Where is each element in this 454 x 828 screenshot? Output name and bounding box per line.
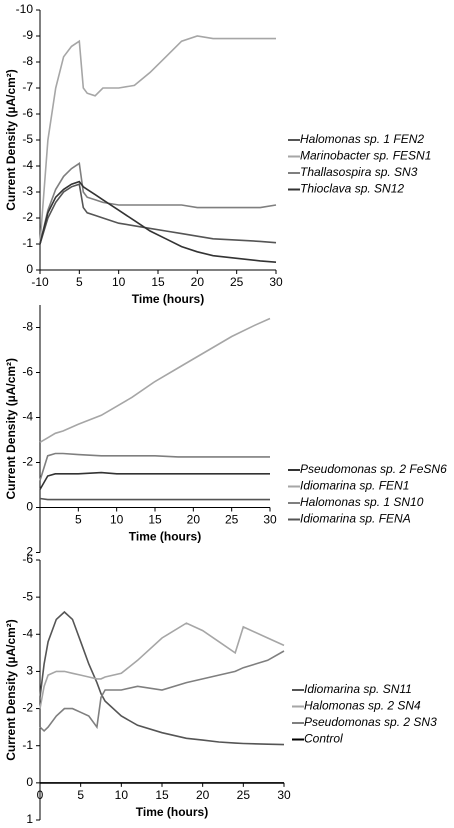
- y-tick-label: -2: [22, 210, 33, 224]
- x-tick-label: 15: [151, 275, 165, 289]
- series-line: [39, 471, 270, 490]
- legend-label: Thioclava sp. SN12: [300, 182, 404, 196]
- y-tick-label: -5: [22, 589, 33, 603]
- x-tick-label: 30: [269, 275, 283, 289]
- y-axis-label: Current Density (µA/cm²): [4, 619, 18, 761]
- x-tick-label: 30: [277, 788, 291, 802]
- y-tick-label: -1: [22, 738, 33, 752]
- legend-label: Halomonas sp. 2 SN4: [304, 699, 421, 713]
- y-axis-label: Current Density (µA/cm²): [4, 69, 18, 211]
- y-tick-label: -7: [22, 80, 33, 94]
- x-tick-label: 15: [148, 513, 162, 527]
- x-axis-label: Time (hours): [136, 805, 208, 819]
- legend-label: Idiomarina sp. SN11: [304, 682, 412, 696]
- legend-label: Halomonas sp. 1 FEN2: [300, 132, 424, 146]
- y-tick-label: -9: [22, 28, 33, 42]
- series-line: [39, 610, 285, 746]
- y-tick-label: -6: [22, 365, 33, 379]
- legend-label: Thallasospira sp. SN3: [300, 165, 418, 179]
- x-tick-label: 15: [155, 788, 169, 802]
- series-line: [39, 317, 271, 443]
- legend-label: Idiomarina sp. FEN1: [300, 479, 409, 493]
- x-tick-label: 10: [115, 788, 129, 802]
- series-line: [39, 622, 285, 709]
- y-tick-label: -8: [22, 320, 33, 334]
- series-line: [39, 180, 277, 263]
- legend-label: Pseudomonas sp. 2 SN3: [304, 715, 437, 729]
- y-tick-label: -4: [22, 626, 33, 640]
- x-axis-label: Time (hours): [132, 292, 204, 306]
- x-tick-label: 25: [230, 275, 244, 289]
- x-tick-label: 5: [75, 513, 82, 527]
- legend-label: Halomonas sp. 1 SN10: [300, 495, 424, 509]
- legend-label: Idiomarina sp. FENA: [300, 512, 411, 526]
- series-line: [39, 650, 285, 732]
- x-tick-label: 20: [196, 788, 210, 802]
- y-tick-label: 2: [26, 545, 33, 559]
- y-tick-label: 0: [26, 262, 33, 276]
- x-tick-label: 5: [77, 788, 84, 802]
- series-line: [39, 452, 270, 481]
- y-tick-label: -6: [22, 106, 33, 120]
- x-tick-label: 20: [187, 513, 201, 527]
- y-tick-label: 0: [26, 500, 33, 514]
- series-line: [39, 162, 277, 245]
- series-line: [39, 497, 270, 501]
- x-axis-label: Time (hours): [129, 530, 201, 544]
- y-axis-label: Current Density (µA/cm²): [4, 358, 18, 500]
- series-line: [39, 35, 276, 245]
- y-tick-label: -1: [22, 236, 33, 250]
- series-line: [39, 183, 277, 245]
- legend-label: Pseudomonas sp. 2 FeSN6: [300, 462, 447, 476]
- legend-label: Marinobacter sp. FESN1: [300, 149, 431, 163]
- y-tick-label: 3: [26, 664, 33, 678]
- y-tick-label: -10: [16, 2, 34, 16]
- y-tick-label: 1: [26, 812, 33, 826]
- y-tick-label: 0: [26, 775, 33, 789]
- x-tick-label: 10: [110, 513, 124, 527]
- x-tick-label: 10: [112, 275, 126, 289]
- x-tick-label: 25: [225, 513, 239, 527]
- y-tick-label: -3: [22, 184, 33, 198]
- y-tick-label: -4: [22, 158, 33, 172]
- x-tick-label: 5: [76, 275, 83, 289]
- y-tick-label: -8: [22, 54, 33, 68]
- y-tick-label: -4: [22, 410, 33, 424]
- legend-label: Control: [304, 732, 343, 746]
- x-tick-label: 20: [191, 275, 205, 289]
- x-tick-label: 0: [37, 788, 44, 802]
- x-tick-label: -10: [31, 275, 49, 289]
- x-tick-label: 30: [263, 513, 277, 527]
- x-tick-label: 25: [237, 788, 251, 802]
- y-tick-label: -5: [22, 132, 33, 146]
- y-tick-label: -6: [22, 552, 33, 566]
- y-tick-label: -2: [22, 455, 33, 469]
- y-tick-label: -2: [22, 701, 33, 715]
